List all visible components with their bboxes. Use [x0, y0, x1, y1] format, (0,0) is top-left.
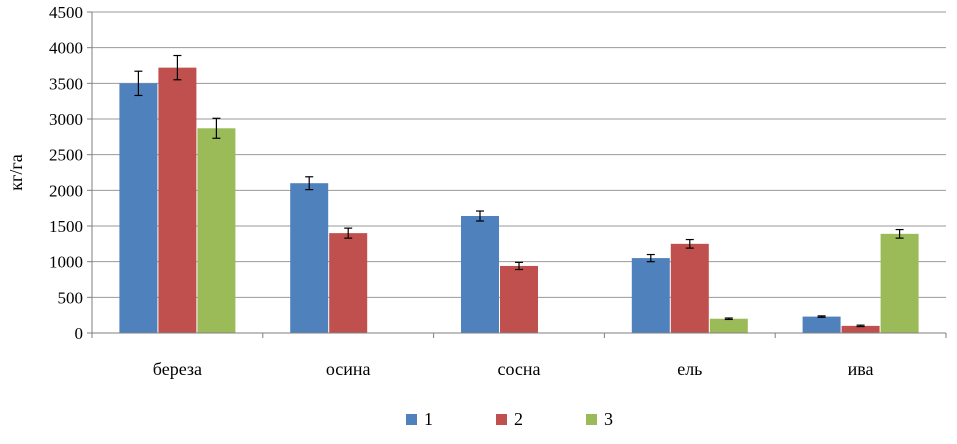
- y-tick-label: 3000: [49, 110, 83, 129]
- bar-series-2: [158, 67, 197, 333]
- y-tick-label: 1000: [49, 253, 83, 272]
- bar-series-2: [329, 233, 368, 333]
- error-bars: [134, 54, 904, 328]
- bar-series-2: [670, 243, 709, 333]
- y-tick-label: 3500: [49, 74, 83, 93]
- y-tick-label: 2500: [49, 146, 83, 165]
- legend-swatch-2: [496, 414, 507, 425]
- bar-series-3: [880, 233, 919, 333]
- category-label: ива: [848, 359, 874, 379]
- bar-series-1: [119, 83, 158, 333]
- bar-series-2: [500, 265, 538, 333]
- category-label: осина: [326, 359, 371, 379]
- legend-swatch-3: [586, 414, 597, 425]
- bars: [119, 67, 919, 333]
- bar-series-1: [631, 258, 670, 333]
- legend-swatch-1: [406, 414, 417, 425]
- bar-series-1: [461, 216, 499, 333]
- axes: [91, 12, 947, 338]
- y-tick-label: 1500: [49, 217, 83, 236]
- bar-series-3: [709, 318, 748, 333]
- bar-series-1: [290, 183, 329, 333]
- bar-series-3: [197, 128, 236, 333]
- legend-label: 3: [604, 409, 613, 429]
- y-axis-ticks: 0 500 1000 1500 2000 2500 3000 3500 4000 4500: [49, 3, 92, 343]
- bar-series-2: [841, 325, 880, 333]
- y-tick-label: 4000: [49, 39, 83, 58]
- y-tick-label: 2000: [49, 181, 83, 200]
- bar-series-1: [802, 316, 841, 333]
- category-label: береза: [153, 359, 202, 379]
- category-label: ель: [677, 359, 702, 379]
- y-tick-label: 500: [58, 288, 84, 307]
- legend-label: 2: [514, 409, 523, 429]
- legend-label: 1: [424, 409, 433, 429]
- y-tick-label: 0: [75, 324, 84, 343]
- category-labels: береза осина сосна ель ива: [153, 359, 874, 379]
- y-tick-label: 4500: [49, 3, 83, 22]
- y-axis-label: кг/га: [6, 154, 26, 191]
- legend: 1 2 3: [406, 409, 613, 429]
- category-label: сосна: [497, 359, 540, 379]
